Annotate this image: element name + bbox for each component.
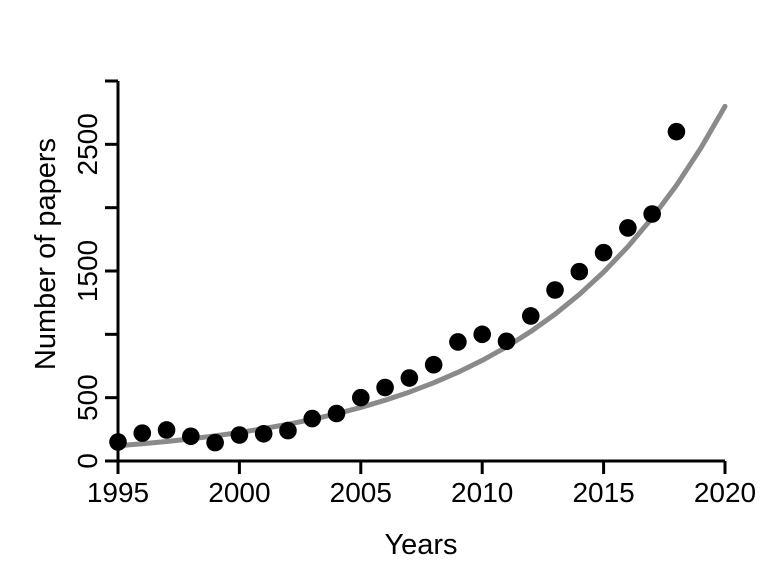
data-point-2006: [376, 378, 394, 397]
y-tick-label-1500: 1500: [72, 240, 103, 302]
data-point-2001: [254, 424, 273, 443]
data-point-1995: [109, 433, 127, 451]
x-tick-label-1995: 1995: [87, 477, 149, 508]
x-tick-label-2005: 2005: [330, 477, 392, 508]
data-point-2014: [570, 262, 589, 281]
data-point-2002: [279, 421, 297, 440]
data-point-1996: [133, 424, 152, 442]
y-tick-label-500: 500: [72, 374, 103, 421]
axes-layer: 1995 2000 2005 2010 2015 2020 0 500 1500 2500: [72, 79, 756, 508]
data-point-2018: [667, 122, 686, 141]
x-axis-title: Years: [384, 529, 457, 561]
data-point-2000: [230, 426, 249, 444]
y-tick-label-0: 0: [72, 453, 103, 469]
data-point-2012: [521, 307, 540, 325]
data-point-2003: [303, 409, 322, 428]
data-point-2005: [352, 388, 370, 407]
data-point-1999: [206, 433, 224, 452]
y-axis-title: Number of papers: [30, 138, 62, 370]
x-tick-label-2020: 2020: [694, 477, 756, 508]
data-point-2016: [619, 219, 637, 237]
data-point-2004: [327, 404, 346, 423]
data-point-2015: [594, 243, 613, 262]
y-tick-label-2500: 2500: [72, 113, 103, 175]
data-point-2017: [643, 205, 661, 223]
x-tick-label-2015: 2015: [572, 477, 634, 508]
data-point-2013: [546, 281, 564, 299]
x-tick-label-2010: 2010: [451, 477, 513, 508]
data-point-2010: [473, 325, 492, 344]
data-point-2009: [449, 333, 467, 351]
data-point-2008: [424, 355, 443, 374]
trend-line-exponential_fit: [115, 103, 728, 449]
data-point-1998: [182, 427, 200, 446]
data-point-2011: [497, 332, 516, 351]
data-point-2007: [400, 369, 419, 387]
x-tick-label-2000: 2000: [208, 477, 270, 508]
data-point-1997: [157, 421, 176, 439]
series-layer: [109, 103, 728, 452]
